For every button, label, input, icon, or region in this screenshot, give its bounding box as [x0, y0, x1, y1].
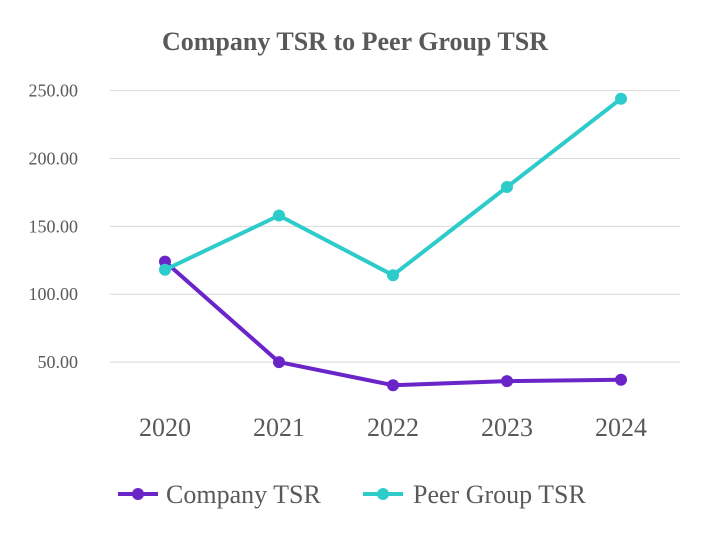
grid-lines — [110, 90, 680, 363]
data-point — [387, 269, 399, 282]
series-company-tsr — [159, 255, 627, 392]
chart-title: Company TSR to Peer Group TSR — [162, 27, 548, 56]
data-point — [273, 356, 285, 369]
y-tick-label: 250.00 — [29, 81, 79, 101]
data-point — [273, 209, 285, 222]
data-point — [501, 375, 513, 388]
x-tick-label: 2022 — [367, 413, 419, 442]
legend-swatch-marker — [377, 488, 389, 500]
y-tick-label: 150.00 — [29, 216, 79, 236]
legend: Company TSR Peer Group TSR — [118, 480, 587, 509]
legend-label: Company TSR — [166, 480, 321, 509]
y-axis-ticks: 50.00 100.00 150.00 200.00 250.00 — [29, 81, 79, 373]
legend-label: Peer Group TSR — [413, 480, 587, 509]
data-point — [501, 180, 513, 193]
y-tick-label: 100.00 — [29, 284, 79, 304]
y-tick-label: 200.00 — [29, 148, 79, 168]
series-line — [164, 97, 623, 278]
series-peer-group-tsr — [159, 92, 627, 282]
y-tick-label: 50.00 — [38, 352, 79, 372]
series-lines — [159, 92, 627, 392]
x-tick-label: 2023 — [481, 413, 533, 442]
legend-item: Company TSR — [118, 480, 321, 509]
legend-item: Peer Group TSR — [363, 480, 587, 509]
legend-swatch-marker — [132, 488, 144, 500]
data-point — [387, 379, 399, 392]
data-point — [615, 373, 627, 386]
data-point — [615, 92, 627, 105]
x-tick-label: 2021 — [253, 413, 305, 442]
x-tick-label: 2020 — [139, 413, 191, 442]
x-tick-label: 2024 — [595, 413, 647, 442]
data-point — [159, 263, 171, 276]
x-axis-ticks: 2020 2021 2022 2023 2024 — [139, 413, 647, 442]
